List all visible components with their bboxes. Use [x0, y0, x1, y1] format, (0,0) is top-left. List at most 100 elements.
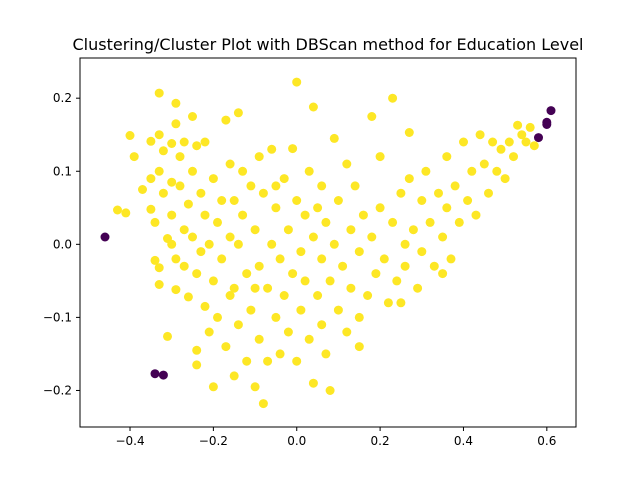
cluster-point — [346, 225, 356, 235]
cluster-point — [233, 320, 243, 330]
cluster-point — [196, 188, 206, 198]
cluster-point — [271, 312, 281, 322]
cluster-point — [404, 174, 414, 184]
cluster-point — [438, 232, 448, 242]
cluster-point — [325, 276, 335, 286]
cluster-point — [388, 93, 398, 103]
cluster-point — [175, 181, 185, 191]
plot-frame — [79, 57, 577, 428]
cluster-point — [379, 254, 389, 264]
x-tick-label: 0.4 — [454, 434, 473, 448]
cluster-point — [475, 130, 485, 140]
cluster-point — [383, 298, 393, 308]
cluster-point — [150, 255, 160, 265]
cluster-point — [229, 283, 239, 293]
cluster-point — [342, 159, 352, 169]
cluster-point — [179, 225, 189, 235]
cluster-point — [233, 239, 243, 249]
cluster-point — [358, 210, 368, 220]
cluster-point — [146, 136, 156, 146]
cluster-point — [354, 247, 364, 257]
y-axis: −0.2 −0.1 0.0 0.1 0.2 — [43, 91, 80, 397]
y-tick-label: 0.2 — [53, 91, 72, 105]
cluster-point — [225, 291, 235, 300]
cluster-point — [354, 342, 364, 352]
cluster-point — [313, 203, 323, 213]
cluster-point — [171, 119, 181, 129]
cluster-point — [296, 305, 306, 315]
cluster-point — [175, 152, 185, 162]
cluster-point — [167, 177, 177, 187]
cluster-point — [196, 247, 206, 257]
cluster-point — [467, 166, 477, 176]
cluster-point — [121, 208, 131, 218]
cluster-point — [246, 305, 256, 315]
cluster-point — [238, 210, 248, 220]
y-tick-label: −0.1 — [43, 310, 72, 324]
y-tick-label: 0.1 — [53, 164, 72, 178]
cluster-point — [188, 166, 197, 176]
cluster-point — [404, 128, 414, 137]
cluster-point — [200, 137, 210, 147]
cluster-point — [329, 133, 339, 143]
cluster-point — [363, 291, 373, 300]
cluster-point — [296, 247, 306, 257]
cluster-point — [250, 283, 260, 293]
cluster-point — [221, 342, 231, 352]
cluster-point — [504, 137, 514, 147]
cluster-point — [500, 174, 510, 184]
cluster-point — [313, 291, 323, 300]
cluster-point — [304, 334, 314, 344]
cluster-point — [350, 181, 360, 191]
cluster-point — [192, 141, 202, 151]
points-layer — [100, 77, 556, 409]
cluster-point — [179, 137, 189, 147]
noise-point — [542, 120, 552, 129]
cluster-point — [321, 349, 331, 359]
cluster-point — [454, 217, 464, 227]
cluster-point — [271, 203, 281, 213]
cluster-point — [254, 334, 264, 344]
cluster-point — [208, 174, 218, 184]
cluster-point — [442, 203, 452, 213]
x-tick-label: 0.0 — [287, 434, 306, 448]
cluster-point — [513, 120, 523, 130]
cluster-point — [171, 254, 181, 264]
cluster-point — [271, 181, 281, 191]
cluster-point — [308, 232, 318, 242]
cluster-point — [417, 247, 427, 257]
cluster-point — [400, 261, 410, 271]
cluster-point — [304, 166, 314, 176]
cluster-point — [388, 217, 398, 227]
cluster-point — [125, 131, 135, 140]
cluster-point — [167, 139, 177, 148]
x-tick-label: 0.6 — [537, 434, 556, 448]
cluster-point — [392, 276, 402, 286]
cluster-point — [459, 137, 468, 147]
noise-point — [100, 232, 110, 242]
cluster-point — [154, 263, 164, 273]
cluster-point — [138, 185, 147, 194]
cluster-point — [517, 130, 527, 140]
x-tick-label: −0.4 — [115, 434, 144, 448]
cluster-point — [213, 217, 222, 227]
cluster-point — [267, 239, 277, 249]
cluster-point — [342, 327, 352, 337]
cluster-point — [225, 232, 235, 242]
cluster-point — [346, 283, 356, 293]
cluster-point — [167, 210, 177, 220]
cluster-point — [263, 356, 273, 366]
cluster-point — [434, 188, 443, 198]
cluster-point — [204, 327, 214, 337]
cluster-point — [179, 261, 189, 271]
noise-point — [534, 133, 543, 143]
cluster-point — [229, 371, 239, 381]
cluster-point — [325, 386, 335, 395]
cluster-point — [417, 196, 427, 205]
cluster-point — [233, 108, 243, 118]
cluster-point — [279, 291, 289, 300]
cluster-point — [192, 360, 202, 370]
x-tick-label: 0.2 — [371, 434, 390, 448]
cluster-point — [208, 276, 218, 286]
